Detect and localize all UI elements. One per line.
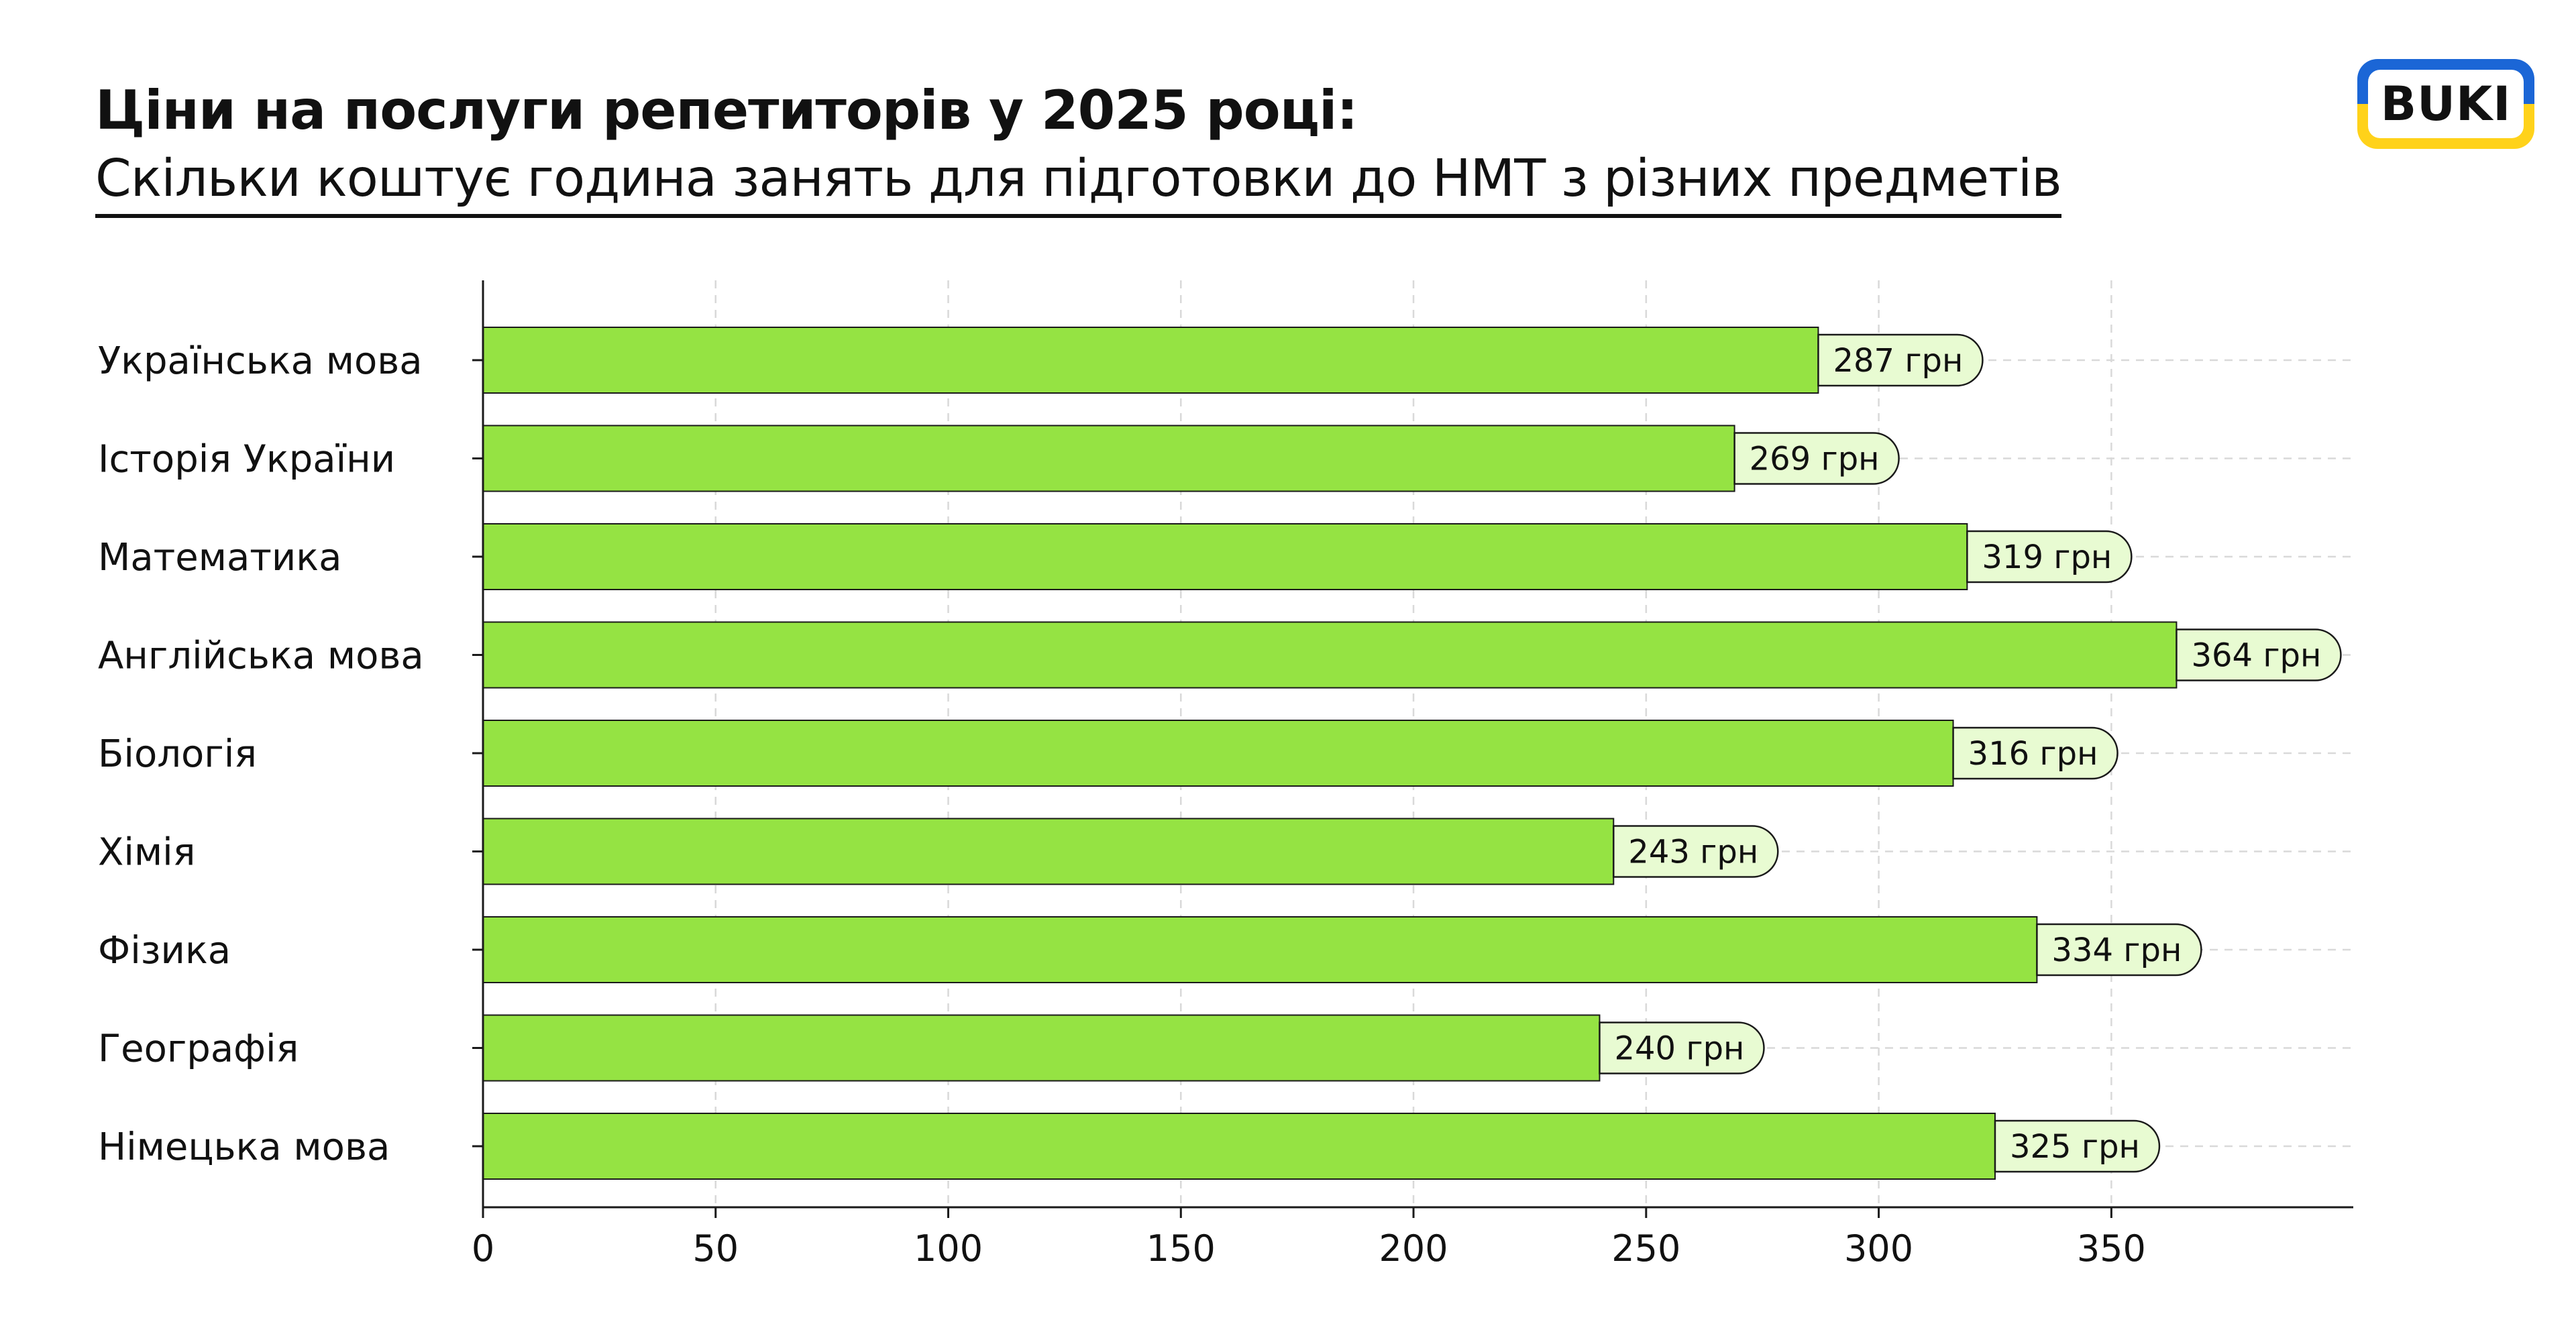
value-label-2: 319 грн — [1982, 539, 2112, 576]
x-tick-label-50: 50 — [692, 1227, 739, 1270]
category-label-2: Математика — [98, 536, 341, 579]
bar-6 — [482, 916, 2038, 983]
x-tick-label-200: 200 — [1379, 1227, 1448, 1270]
value-label-6: 334 грн — [2051, 932, 2182, 969]
logo-inner: BUKI — [2368, 70, 2524, 138]
value-pill-5 — [1613, 825, 1779, 878]
bar-8 — [482, 1113, 1996, 1180]
category-label-1: Історія України — [98, 438, 395, 482]
bar-2 — [482, 523, 1968, 590]
bar-7 — [482, 1014, 1601, 1082]
x-tick-label-350: 350 — [2077, 1227, 2146, 1270]
category-label-7: Географія — [98, 1028, 299, 1071]
value-pill-8 — [1994, 1119, 2161, 1173]
value-label-5: 243 грн — [1628, 834, 1758, 871]
x-tick-label-100: 100 — [914, 1227, 983, 1270]
value-pill-0 — [1817, 333, 1984, 387]
value-pill-7 — [1599, 1021, 1765, 1074]
bar-4 — [482, 720, 1954, 787]
buki-logo: BUKI — [2357, 59, 2534, 149]
x-tick-label-300: 300 — [1844, 1227, 1913, 1270]
bar-5 — [482, 818, 1615, 885]
category-label-4: Біологія — [98, 732, 257, 776]
value-label-7: 240 грн — [1614, 1030, 1744, 1068]
category-label-5: Хімія — [98, 831, 195, 875]
category-label-3: Англійська мова — [98, 634, 424, 678]
chart-title: Ціни на послуги репетиторів у 2025 році: — [95, 79, 1358, 142]
value-label-4: 316 грн — [1968, 735, 2098, 773]
category-label-6: Фізика — [98, 929, 231, 973]
value-label-8: 325 грн — [2010, 1128, 2140, 1166]
value-label-0: 287 грн — [1833, 342, 1963, 380]
bar-3 — [482, 621, 2178, 689]
bar-1 — [482, 425, 1735, 492]
value-pill-3 — [2176, 628, 2342, 681]
value-pill-1 — [1733, 432, 1900, 485]
x-tick-label-150: 150 — [1146, 1227, 1216, 1270]
x-tick-label-250: 250 — [1611, 1227, 1680, 1270]
bar-0 — [482, 327, 1819, 394]
chart-subtitle: Скільки коштує година занять для підгото… — [95, 149, 2062, 218]
value-label-1: 269 грн — [1750, 441, 1880, 478]
logo-text: BUKI — [2380, 76, 2512, 131]
category-label-8: Німецька мова — [98, 1125, 390, 1169]
x-tick-label-0: 0 — [472, 1227, 494, 1270]
value-label-3: 364 грн — [2191, 637, 2321, 675]
value-pill-6 — [2036, 923, 2202, 977]
value-pill-2 — [1966, 530, 2133, 584]
category-label-0: Українська мова — [98, 339, 423, 383]
value-pill-4 — [1952, 726, 2118, 780]
